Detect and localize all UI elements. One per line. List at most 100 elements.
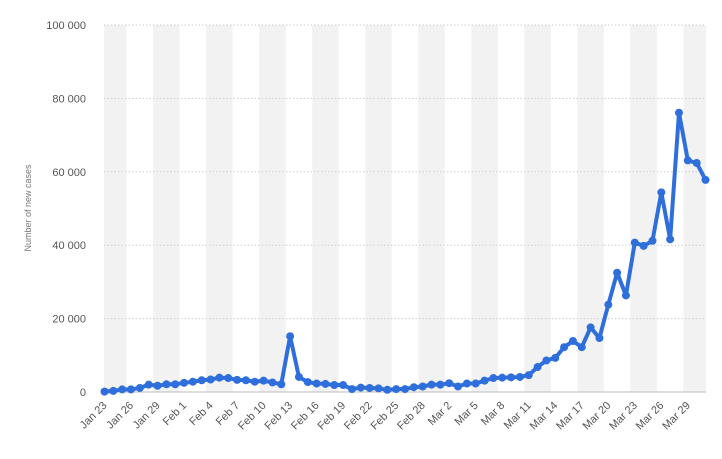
data-point[interactable] — [542, 356, 551, 365]
data-point[interactable] — [180, 378, 189, 387]
x-tick-label: Feb 10 — [236, 400, 269, 433]
data-point[interactable] — [118, 385, 127, 394]
data-point[interactable] — [162, 380, 171, 389]
data-point[interactable] — [321, 379, 330, 388]
data-point[interactable] — [674, 108, 683, 117]
data-point[interactable] — [188, 377, 197, 386]
data-point[interactable] — [215, 373, 224, 382]
grid-band — [312, 25, 339, 392]
data-point[interactable] — [613, 268, 622, 277]
series-line — [102, 110, 708, 394]
data-point[interactable] — [666, 235, 675, 244]
data-point[interactable] — [648, 236, 657, 245]
x-tick-label: Mar 20 — [581, 400, 614, 433]
data-point[interactable] — [303, 378, 312, 387]
data-point[interactable] — [507, 373, 516, 382]
data-point[interactable] — [127, 385, 136, 394]
data-point[interactable] — [171, 380, 180, 389]
x-tick-label: Feb 1 — [161, 400, 189, 428]
x-tick-label: Feb 28 — [395, 400, 428, 433]
data-point[interactable] — [100, 387, 109, 396]
data-point[interactable] — [392, 385, 401, 394]
x-tick-label: Mar 17 — [554, 400, 587, 433]
data-point[interactable] — [206, 375, 215, 384]
y-tick-label: 0 — [80, 387, 86, 399]
data-point[interactable] — [374, 384, 383, 393]
grid-band — [418, 25, 445, 392]
data-point[interactable] — [454, 382, 463, 391]
data-point[interactable] — [560, 343, 569, 352]
x-tick-label: Feb 4 — [187, 400, 215, 428]
y-tick-label: 80 000 — [52, 93, 86, 105]
data-point[interactable] — [197, 376, 206, 385]
x-tick-label: Mar 14 — [528, 400, 561, 433]
data-point[interactable] — [365, 383, 374, 392]
x-tick-label: Mar 26 — [634, 400, 667, 433]
data-point[interactable] — [639, 241, 648, 250]
data-point[interactable] — [586, 323, 595, 332]
data-point[interactable] — [268, 378, 277, 387]
x-tick-label: Feb 13 — [263, 400, 296, 433]
data-point[interactable] — [683, 156, 692, 165]
y-axis-title: Number of new cases — [23, 164, 33, 252]
data-point[interactable] — [577, 343, 586, 352]
data-point[interactable] — [259, 376, 268, 385]
data-point[interactable] — [551, 353, 560, 362]
x-tick-label: Feb 22 — [342, 400, 375, 433]
data-point[interactable] — [409, 383, 418, 392]
data-point[interactable] — [568, 336, 577, 345]
data-point[interactable] — [480, 376, 489, 385]
x-tick-label: Feb 19 — [316, 400, 349, 433]
x-tick-label: Mar 2 — [426, 400, 454, 428]
data-point[interactable] — [604, 300, 613, 309]
data-point[interactable] — [277, 380, 286, 389]
data-point[interactable] — [418, 382, 427, 391]
data-point[interactable] — [595, 334, 604, 343]
data-point[interactable] — [224, 374, 233, 383]
data-point[interactable] — [630, 238, 639, 247]
data-point[interactable] — [524, 371, 533, 380]
grid-band — [206, 25, 233, 392]
data-point[interactable] — [144, 380, 153, 389]
data-point[interactable] — [109, 386, 118, 395]
data-point[interactable] — [692, 158, 701, 167]
data-point[interactable] — [312, 379, 321, 388]
data-point[interactable] — [356, 383, 365, 392]
x-tick-label: Mar 23 — [607, 400, 640, 433]
data-point[interactable] — [471, 379, 480, 388]
y-tick-label: 40 000 — [52, 240, 86, 252]
data-point[interactable] — [401, 385, 409, 394]
data-point[interactable] — [462, 379, 471, 388]
data-point[interactable] — [515, 372, 524, 381]
data-point[interactable] — [383, 385, 392, 394]
vertical-bands — [104, 25, 706, 392]
data-point[interactable] — [241, 376, 250, 385]
data-point[interactable] — [233, 375, 242, 384]
data-point[interactable] — [445, 379, 454, 388]
data-point[interactable] — [498, 373, 507, 382]
data-point[interactable] — [250, 377, 259, 386]
data-point[interactable] — [657, 188, 666, 197]
grid-band — [524, 25, 551, 392]
grid-band — [630, 25, 657, 392]
data-point[interactable] — [153, 381, 162, 390]
grid-band — [104, 25, 127, 392]
data-point[interactable] — [533, 363, 542, 372]
data-point[interactable] — [701, 175, 710, 184]
data-point[interactable] — [621, 291, 630, 300]
data-point[interactable] — [330, 381, 339, 390]
data-point[interactable] — [436, 380, 445, 389]
horizontal-gridlines — [104, 24, 706, 393]
data-point[interactable] — [339, 381, 348, 390]
data-point[interactable] — [135, 383, 144, 392]
data-point[interactable] — [286, 332, 295, 341]
data-point[interactable] — [294, 372, 303, 381]
y-tick-label: 60 000 — [52, 167, 86, 179]
data-point[interactable] — [427, 380, 436, 389]
grid-band — [365, 25, 392, 392]
data-point[interactable] — [347, 385, 356, 394]
data-point[interactable] — [489, 374, 498, 383]
grid-band — [683, 25, 706, 392]
